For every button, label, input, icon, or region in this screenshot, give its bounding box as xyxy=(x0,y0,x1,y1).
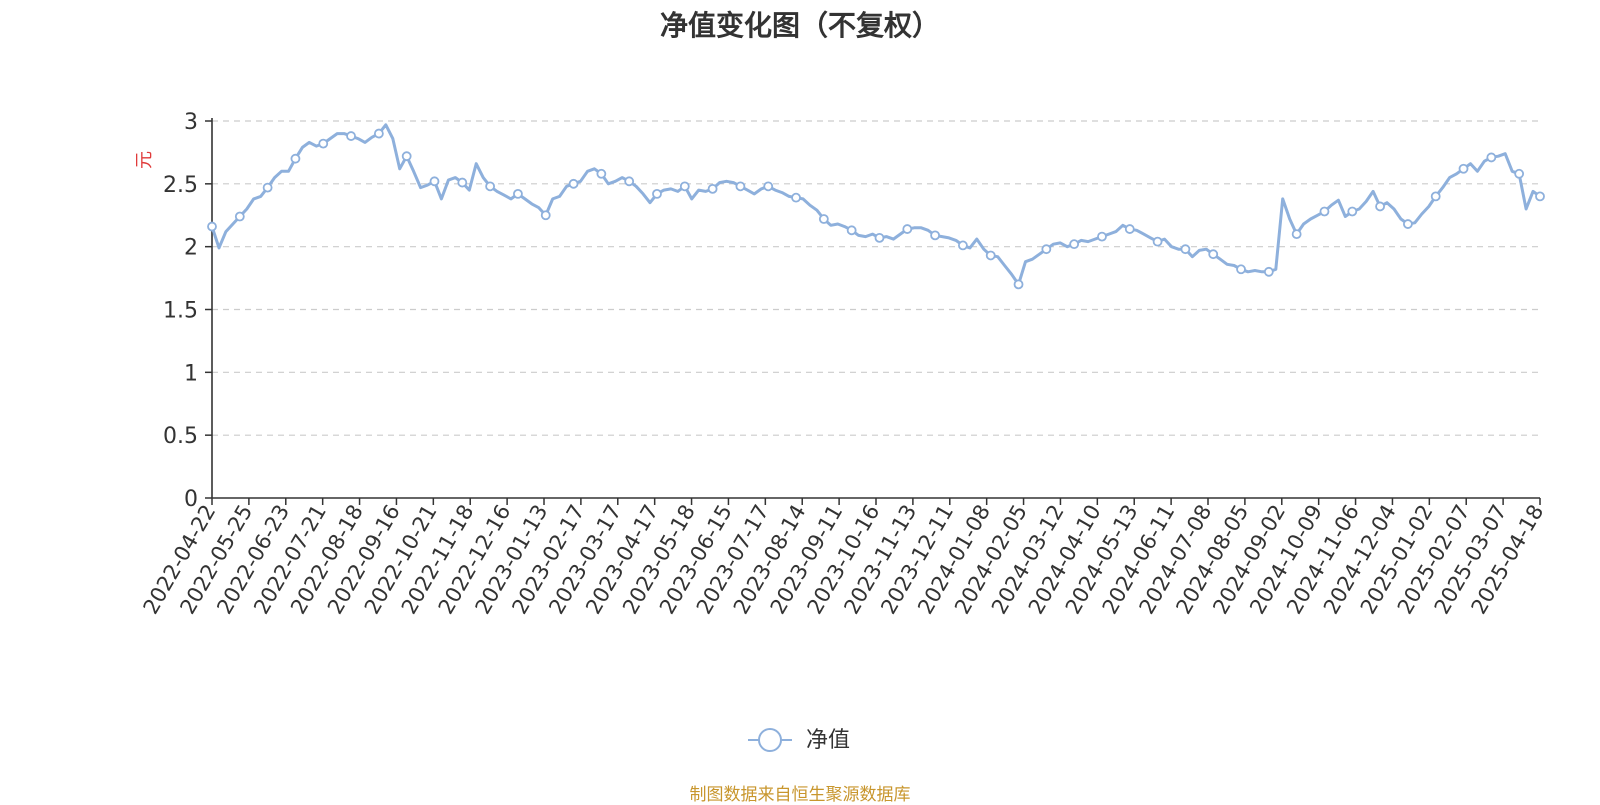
data-point[interactable] xyxy=(290,153,301,164)
y-tick-label: 0.5 xyxy=(163,424,198,449)
data-point[interactable] xyxy=(985,250,996,261)
chart-title: 净值变化图（不复权） xyxy=(659,9,940,42)
data-point[interactable] xyxy=(318,138,329,149)
series-layer xyxy=(207,123,1545,290)
data-point[interactable] xyxy=(485,181,496,192)
data-point[interactable] xyxy=(1430,191,1441,202)
data-point[interactable] xyxy=(1124,224,1135,234)
data-point[interactable] xyxy=(958,240,968,251)
data-point[interactable] xyxy=(707,183,718,194)
data-point[interactable] xyxy=(930,230,940,241)
data-point[interactable] xyxy=(234,211,245,222)
y-tick-labels: 0 0.5 1 1.5 2 2.5 3 xyxy=(163,110,198,512)
legend-label: 净值 xyxy=(806,728,850,753)
data-point[interactable] xyxy=(513,188,523,199)
y-axis-label: 元 xyxy=(134,151,155,169)
data-point[interactable] xyxy=(1535,191,1545,202)
data-point[interactable] xyxy=(1402,219,1413,229)
data-point[interactable] xyxy=(1319,206,1330,217)
data-point[interactable] xyxy=(346,131,356,141)
data-point[interactable] xyxy=(846,225,857,236)
data-point[interactable] xyxy=(763,181,774,192)
data-point[interactable] xyxy=(373,128,384,139)
y-tick-label: 3 xyxy=(184,110,198,135)
data-point[interactable] xyxy=(791,192,801,203)
data-point[interactable] xyxy=(457,177,468,188)
legend[interactable]: 净值 xyxy=(748,728,850,753)
data-point[interactable] xyxy=(1514,168,1525,179)
y-tick-label: 0 xyxy=(184,487,198,512)
data-point[interactable] xyxy=(1013,279,1024,290)
data-point[interactable] xyxy=(624,176,635,187)
data-point[interactable] xyxy=(1180,244,1191,255)
legend-marker xyxy=(758,728,782,752)
data-point[interactable] xyxy=(596,168,607,179)
y-tick-label: 1 xyxy=(184,361,198,386)
data-point[interactable] xyxy=(1347,206,1358,217)
data-point[interactable] xyxy=(568,178,579,189)
y-tick-label: 2 xyxy=(184,236,198,261)
data-point[interactable] xyxy=(1069,239,1080,250)
data-point[interactable] xyxy=(902,224,913,234)
data-point[interactable] xyxy=(540,210,551,221)
data-point[interactable] xyxy=(1375,201,1385,212)
data-point[interactable] xyxy=(207,221,217,232)
data-point[interactable] xyxy=(1208,249,1219,260)
x-tick-labels: 2022-04-222022-05-252022-06-232022-07-21… xyxy=(139,500,1549,618)
y-tick-label: 1.5 xyxy=(163,299,198,324)
data-point[interactable] xyxy=(401,151,412,162)
series-line xyxy=(210,123,1541,286)
data-point[interactable] xyxy=(1041,244,1052,255)
data-point[interactable] xyxy=(262,182,273,193)
data-point[interactable] xyxy=(874,232,885,243)
data-source-note: 制图数据来自恒生聚源数据库 xyxy=(689,785,911,805)
data-point[interactable] xyxy=(652,188,662,199)
data-point[interactable] xyxy=(1486,152,1497,163)
data-point[interactable] xyxy=(429,176,440,187)
data-point[interactable] xyxy=(679,181,690,192)
data-point[interactable] xyxy=(818,214,829,224)
data-point[interactable] xyxy=(1236,264,1246,275)
y-tick-label: 2.5 xyxy=(163,173,198,198)
data-point[interactable] xyxy=(1458,163,1469,174)
data-point[interactable] xyxy=(1263,266,1274,277)
data-point[interactable] xyxy=(1152,236,1163,247)
axes xyxy=(205,118,1541,505)
data-point[interactable] xyxy=(1097,231,1107,242)
data-point[interactable] xyxy=(735,181,746,192)
data-point[interactable] xyxy=(1291,229,1302,240)
